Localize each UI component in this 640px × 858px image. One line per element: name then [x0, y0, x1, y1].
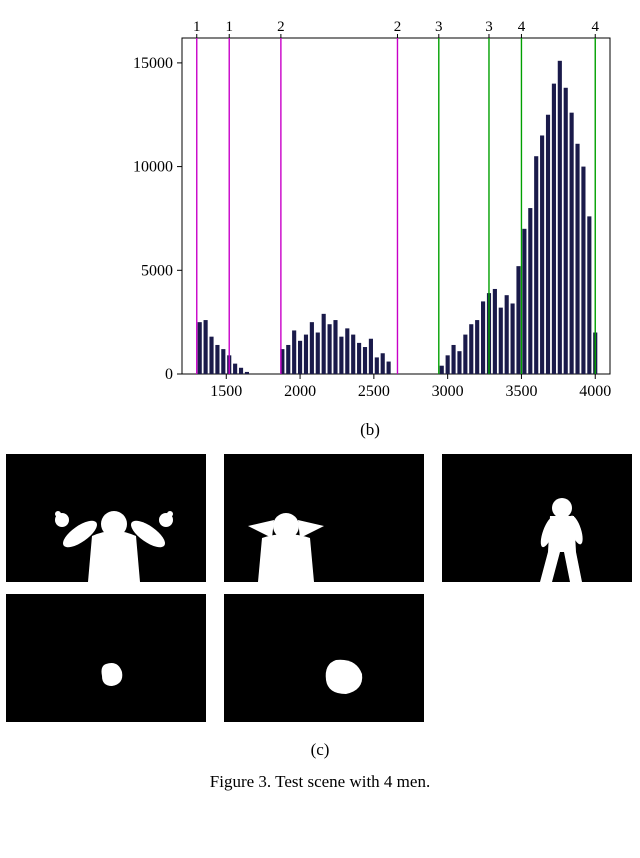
- svg-text:5000: 5000: [141, 262, 173, 279]
- sublabel-c: (c): [0, 740, 640, 760]
- svg-text:4: 4: [591, 19, 599, 35]
- svg-text:1500: 1500: [210, 383, 242, 400]
- svg-text:1: 1: [225, 19, 233, 35]
- svg-text:0: 0: [165, 366, 173, 383]
- silhouette-thumb: [224, 454, 424, 582]
- svg-text:3000: 3000: [432, 383, 464, 400]
- svg-text:4000: 4000: [579, 383, 611, 400]
- svg-text:3: 3: [435, 19, 443, 35]
- histogram-panel: 1500 2000 2500 3000 3500 4000 0 5000 10000 15000 1…: [120, 0, 620, 410]
- figure-container: 1500 2000 2500 3000 3500 4000 0 5000 10000 15000 1…: [0, 0, 640, 796]
- svg-text:2: 2: [277, 19, 285, 35]
- svg-text:2000: 2000: [284, 383, 316, 400]
- svg-text:2500: 2500: [358, 383, 390, 400]
- silhouette-grid: [0, 454, 640, 722]
- sublabel-b: (b): [120, 420, 620, 440]
- svg-text:3: 3: [485, 19, 493, 35]
- svg-text:1: 1: [193, 19, 201, 35]
- svg-text:2: 2: [394, 19, 402, 35]
- svg-text:10000: 10000: [133, 159, 173, 176]
- figure-caption: Figure 3. Test scene with 4 men.: [0, 772, 640, 796]
- svg-text:4: 4: [518, 19, 526, 35]
- histogram-chart: 1500 2000 2500 3000 3500 4000 0 5000 10000 15000 1…: [120, 10, 620, 410]
- silhouette-thumb: [6, 594, 206, 722]
- silhouette-thumb: [442, 454, 632, 582]
- svg-text:3500: 3500: [505, 383, 537, 400]
- svg-text:15000: 15000: [133, 55, 173, 72]
- silhouette-thumb: [224, 594, 424, 722]
- silhouette-thumb: [6, 454, 206, 582]
